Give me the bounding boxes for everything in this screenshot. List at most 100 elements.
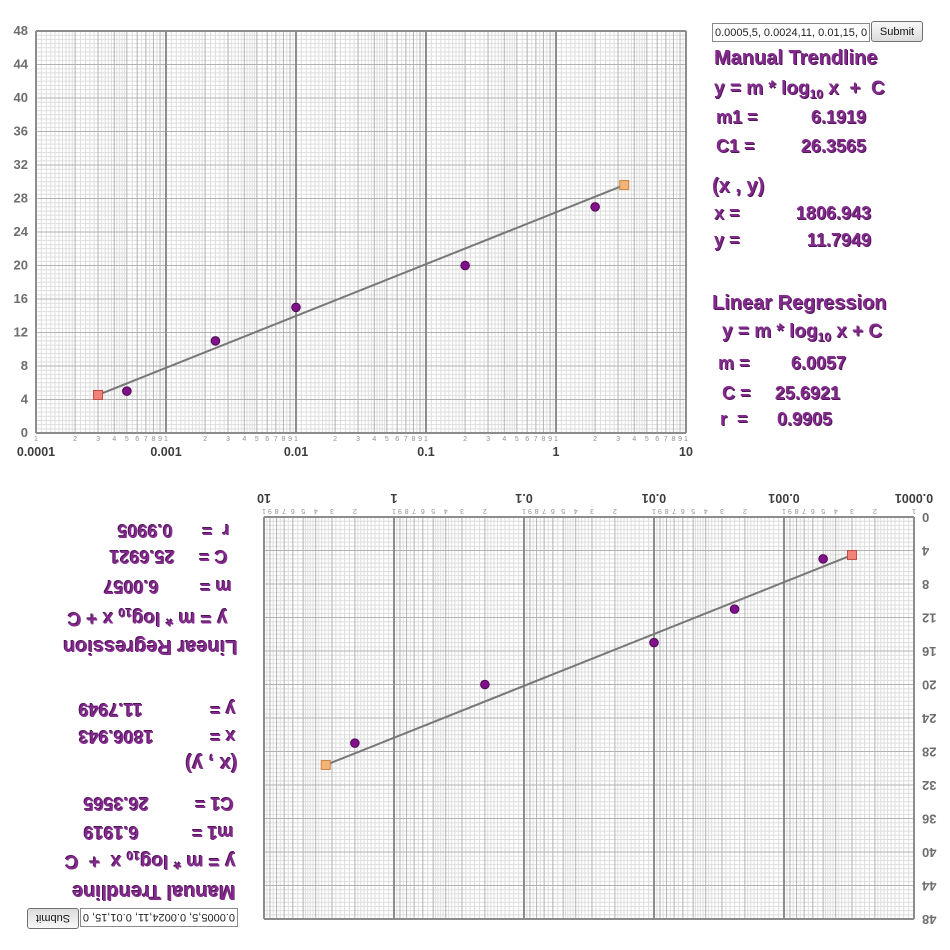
axis-tick-label: 1 — [652, 507, 656, 514]
trendline-handle-start[interactable] — [93, 389, 104, 400]
axis-tick-label: 1 — [390, 491, 397, 505]
axis-tick-label: 4 — [372, 436, 376, 443]
data-point — [729, 604, 740, 614]
regression-formula: y = m * log10 x + C — [722, 321, 882, 344]
data-points-input[interactable] — [80, 908, 238, 927]
axis-tick-label: 0 — [21, 425, 28, 440]
readout-y-value: 11.7949 — [806, 230, 871, 250]
formula-pre: y = m * log — [132, 608, 228, 629]
manual-trendline[interactable] — [97, 184, 625, 396]
axis-tick-label: 4 — [444, 507, 448, 514]
manual-m1-value: 6.1919 — [84, 823, 140, 843]
formula-subscript: 10 — [127, 849, 141, 863]
regression-r-label: r = — [720, 409, 753, 429]
axis-tick-label: 6 — [681, 507, 685, 514]
axis-tick-label: 3 — [616, 436, 620, 443]
axis-tick-label: 2 — [613, 507, 617, 514]
manual-m1-value: 6.1919 — [810, 107, 866, 127]
axis-tick-label: 5 — [821, 507, 825, 514]
axis-tick-label: 8 — [411, 436, 415, 443]
axis-tick-label: 1 — [553, 445, 560, 459]
axis-tick-label: 0.01 — [642, 491, 666, 505]
axis-tick-label: 36 — [922, 812, 936, 827]
regression-r-value: 0.9905 — [776, 409, 832, 429]
axis-tick-label: 12 — [14, 325, 28, 340]
axis-tick-label: 36 — [14, 124, 28, 139]
axis-tick-label: 8 — [665, 507, 669, 514]
axis-tick-label: 8 — [281, 436, 285, 443]
axis-tick-label: 28 — [922, 745, 936, 760]
data-point — [590, 202, 600, 212]
readout-x-value: 1806.943 — [79, 727, 155, 747]
data-point — [350, 738, 360, 748]
axis-tick-label: 5 — [645, 436, 649, 443]
manual-trendline[interactable] — [325, 554, 853, 766]
axis-tick-label: 24 — [14, 224, 29, 239]
axis-tick-label: 7 — [542, 507, 546, 514]
axis-tick-label: 48 — [922, 912, 936, 927]
manual-c1-value: 26.3565 — [800, 136, 866, 156]
formula-pre: y = m * log — [722, 321, 818, 342]
axis-tick-label: 2 — [333, 436, 337, 443]
axis-tick-label: 7 — [274, 436, 278, 443]
data-points-input[interactable] — [712, 23, 870, 42]
trendline-handle-end[interactable] — [619, 180, 630, 191]
axis-tick-label: 1 — [262, 507, 266, 514]
regression-c-line: C = 25.6921 — [722, 383, 840, 404]
axis-tick-label: 16 — [14, 291, 28, 306]
axis-tick-label: 5 — [385, 436, 389, 443]
formula-post: x + C — [65, 851, 128, 872]
axis-tick-label: 0.0001 — [895, 491, 933, 505]
trendline-handle-end[interactable] — [320, 759, 331, 770]
axis-tick-label: 2 — [353, 507, 357, 514]
data-point — [649, 637, 659, 648]
axis-tick-label: 7 — [412, 507, 416, 514]
axis-tick-label: 24 — [921, 711, 936, 726]
trendline-handle-start[interactable] — [846, 550, 857, 561]
axis-tick-label: 8 — [21, 358, 28, 373]
axis-tick-label: 8 — [151, 436, 155, 443]
axis-tick-label: 4 — [242, 436, 246, 443]
axis-tick-label: 20 — [922, 678, 936, 693]
axis-tick-label: 1 — [912, 507, 916, 514]
axis-tick-label: 9 — [788, 507, 792, 514]
axis-tick-label: 4 — [21, 392, 29, 407]
grid-mid — [264, 517, 914, 919]
axis-tick-label: 0.01 — [284, 445, 308, 459]
semilog-chart: 1234567891234567891234567891234567891234… — [257, 491, 936, 927]
readout-y-line: y = 11.7949 — [714, 230, 871, 251]
manual-trendline-formula: y = m * log10 x + C — [65, 849, 236, 872]
axis-tick-label: 9 — [418, 436, 422, 443]
axis-tick-label: 8 — [671, 436, 675, 443]
axis-tick-label: 3 — [486, 436, 490, 443]
axis-tick-label: 7 — [282, 507, 286, 514]
formula-subscript: 10 — [817, 330, 831, 344]
readout-x-value: 1806.943 — [795, 203, 871, 223]
axis-tick-label: 40 — [14, 90, 28, 105]
manual-c1-label: C1 = — [190, 794, 234, 814]
submit-button[interactable]: Submit — [27, 908, 79, 929]
axis-tick-label: 7 — [672, 507, 676, 514]
readout-x-line: x = 1806.943 — [79, 726, 236, 747]
axis-tick-label: 12 — [922, 611, 936, 626]
axis-tick-label: 9 — [528, 507, 532, 514]
submit-button[interactable]: Submit — [871, 21, 923, 42]
formula-subscript: 10 — [119, 606, 133, 620]
axis-tick-label: 3 — [460, 507, 464, 514]
axis-tick-label: 0.0001 — [17, 445, 55, 459]
regression-m-value: 6.0057 — [790, 353, 846, 373]
formula-pre: y = m * log — [140, 851, 236, 872]
manual-trendline-title: Manual Trendline — [72, 881, 236, 903]
axis-tick-label: 6 — [525, 436, 529, 443]
axis-tick-label: 6 — [291, 507, 295, 514]
axis-tick-label: 4 — [632, 436, 636, 443]
formula-post: x + C — [830, 321, 883, 342]
cursor-readout-title: (x , y) — [712, 175, 765, 197]
readout-y-label: y = — [205, 700, 236, 720]
manual-m1-label: m1 = — [187, 823, 234, 843]
axis-tick-label: 10 — [679, 445, 693, 459]
axis-tick-label: 2 — [203, 436, 207, 443]
